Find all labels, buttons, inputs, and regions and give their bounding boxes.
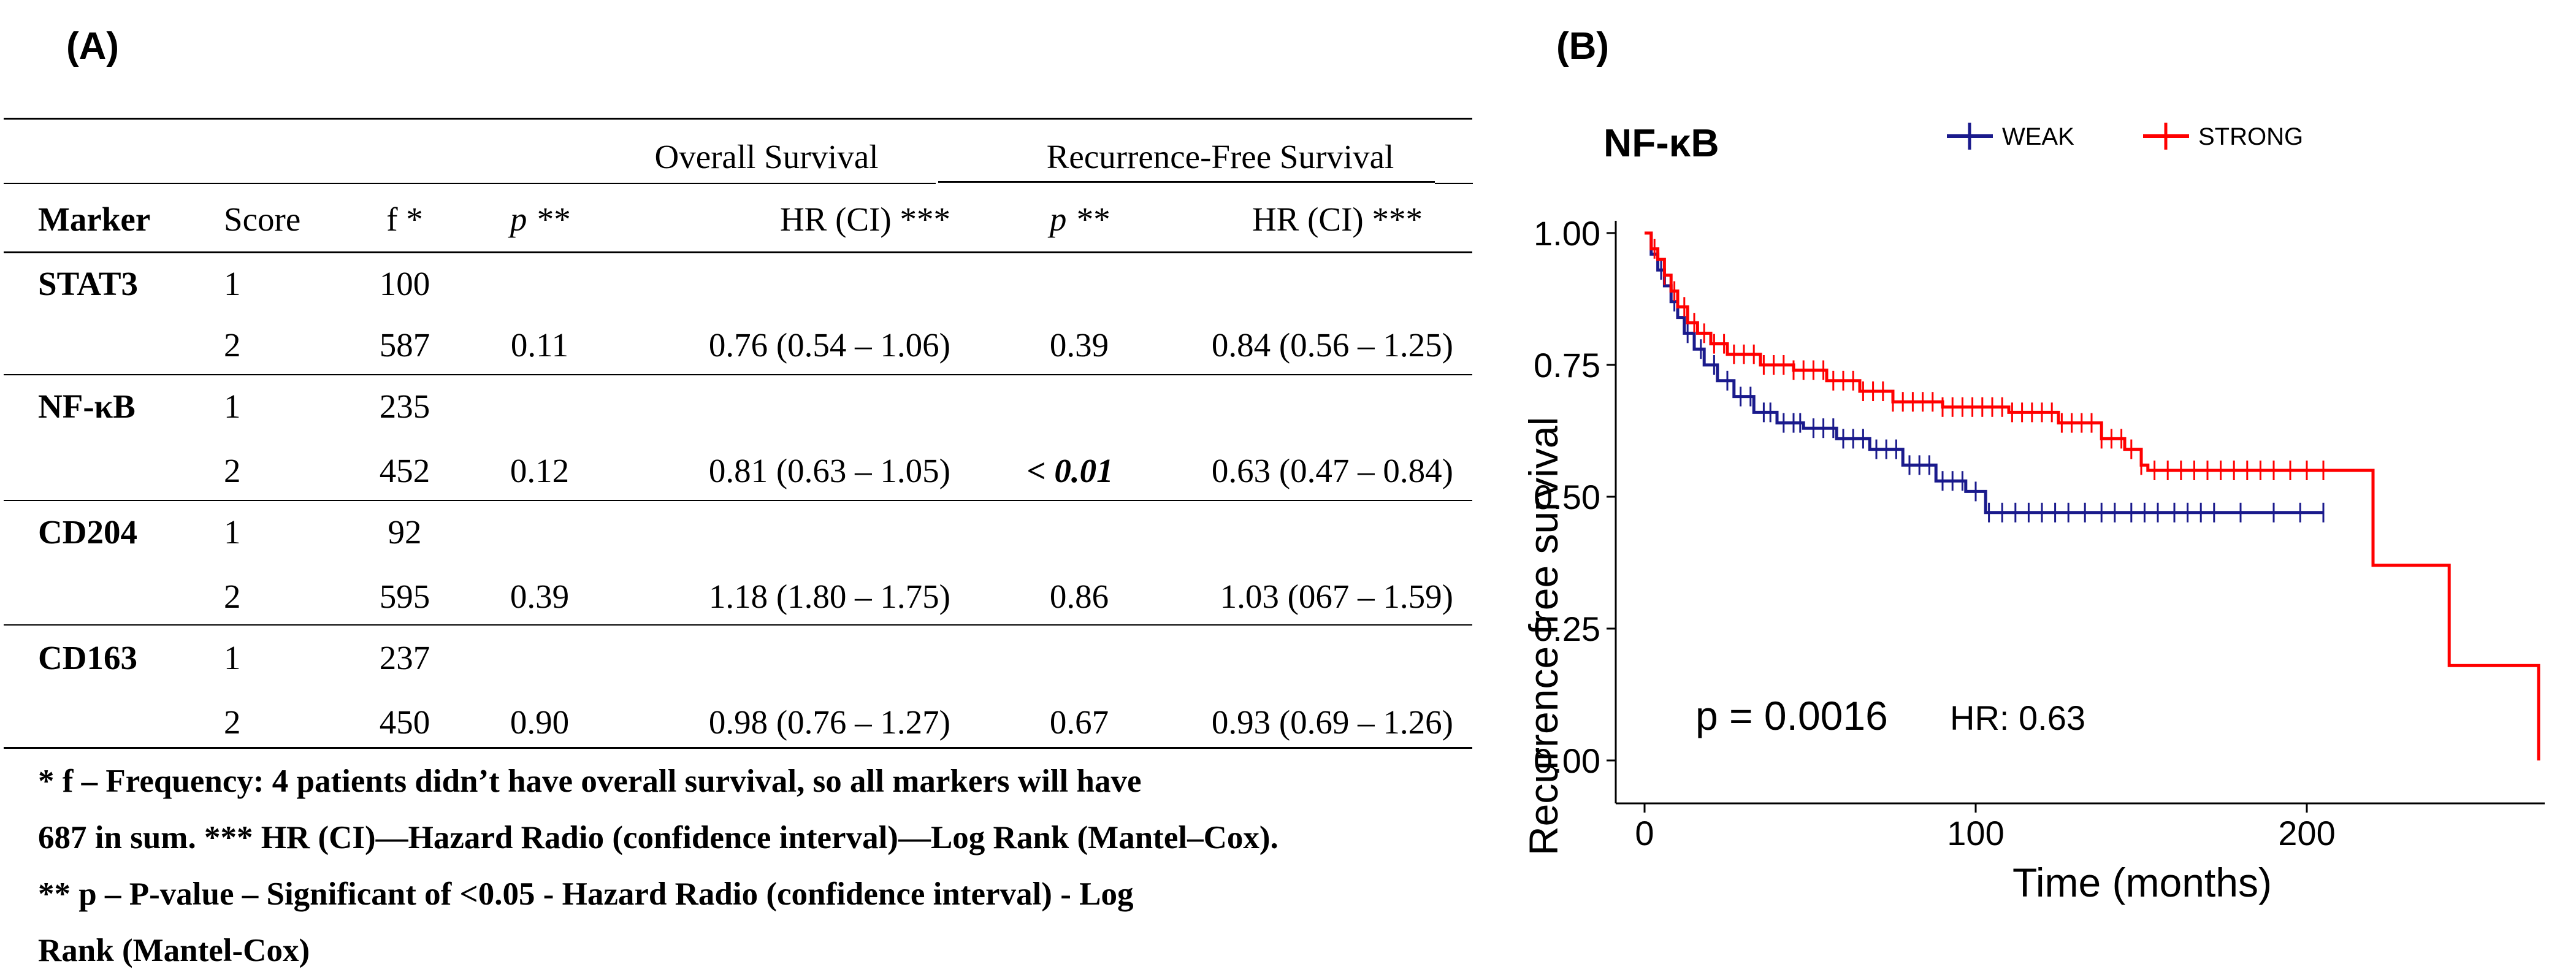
km-survival-chart: NF-κB WEAK STRONG 0.00 0.25 0.50 0.75 1.00 0… — [1521, 121, 2545, 905]
table-cell: 2 — [224, 703, 241, 741]
col-header-marker: Marker — [38, 201, 151, 238]
y-tick-label: 0.00 — [1534, 741, 1600, 780]
hr-annotation: HR: 0.63 — [1950, 699, 2085, 737]
footnote-line: 687 in sum. *** HR (CI)—Hazard Radio (co… — [38, 820, 1278, 856]
marker-cd204: CD204 — [38, 513, 137, 551]
p-value-annotation: p = 0.0016 — [1695, 693, 1888, 738]
footnote-line: ** p – P-value – Significant of <0.05 - … — [38, 876, 1134, 912]
marker-cd163: CD163 — [38, 639, 137, 676]
row-rule — [4, 500, 1472, 501]
row-rule — [4, 624, 1472, 626]
x-tick-label: 0 — [1635, 814, 1654, 852]
table-cell: 1 — [224, 513, 241, 551]
table-cell: 0.84 (0.56 – 1.25) — [1211, 326, 1453, 364]
header-upper-rule-left — [4, 183, 936, 184]
y-axis-ticks: 0.00 0.25 0.50 0.75 1.00 — [1534, 214, 1616, 780]
table-cell: 450 — [379, 703, 430, 741]
header-rule — [4, 251, 1472, 253]
table-cell: 0.76 (0.54 – 1.06) — [708, 326, 950, 364]
table-cell: 0.39 — [510, 578, 570, 615]
table-cell: 595 — [379, 578, 430, 615]
table-cell: 100 — [379, 265, 430, 302]
table-cell: 1 — [224, 639, 241, 676]
row-rule — [4, 374, 1472, 375]
footnote-line: Rank (Mantel-Cox) — [38, 933, 310, 968]
legend-weak-label: WEAK — [2002, 123, 2074, 150]
table-cell: 0.81 (0.63 – 1.05) — [708, 452, 950, 489]
os-group-header: Overall Survival — [654, 138, 879, 175]
x-axis-label: Time (months) — [2012, 860, 2272, 905]
header-upper-rule-right — [1435, 183, 1473, 184]
x-tick-label: 200 — [2278, 814, 2335, 852]
table-cell: 237 — [379, 639, 430, 676]
legend-strong-label: STRONG — [2198, 123, 2303, 150]
y-tick-label: 1.00 — [1534, 214, 1600, 253]
marker-nfkb: NF-κB — [38, 388, 136, 425]
table-cell: 0.86 — [1049, 578, 1109, 615]
footnote-line: * f – Frequency: 4 patients didn’t have … — [38, 764, 1142, 799]
col-header-rfs-hr: HR (CI) *** — [1252, 201, 1423, 238]
table-bottom-rule — [4, 747, 1472, 749]
col-header-f: f * — [386, 201, 423, 238]
table-cell: 0.98 (0.76 – 1.27) — [708, 703, 950, 741]
rfs-group-header: Recurrence-Free Survival — [1046, 138, 1394, 175]
table-cell: 0.11 — [510, 326, 569, 364]
chart-series — [1645, 231, 2540, 760]
table-cell: 0.39 — [1049, 326, 1109, 364]
table-cell: 1.18 (1.80 – 1.75) — [708, 578, 950, 615]
chart-title: NF-κB — [1603, 121, 1719, 165]
col-header-os-p: p ** — [510, 201, 570, 238]
table-cell: 0.12 — [510, 452, 570, 489]
table-cell-significant: < 0.01 — [1026, 452, 1114, 489]
x-tick-label: 100 — [1947, 814, 2004, 852]
table-cell: 1 — [224, 388, 241, 425]
panel-b-label: (B) — [1556, 25, 1610, 67]
col-header-rfs-p: p ** — [1049, 201, 1109, 238]
table-cell: 0.90 — [510, 703, 570, 741]
series-line-strong — [1645, 231, 2540, 760]
table-cell: 2 — [224, 578, 241, 615]
table-cell: 587 — [379, 326, 430, 364]
table-cell: 1.03 (067 – 1.59) — [1220, 578, 1453, 615]
table-cell: 235 — [379, 388, 430, 425]
y-tick-label: 0.25 — [1534, 610, 1600, 648]
col-header-os-hr: HR (CI) *** — [779, 201, 950, 238]
table-cell: 0.63 (0.47 – 0.84) — [1211, 452, 1453, 489]
col-header-score: Score — [224, 201, 301, 238]
y-tick-label: 0.75 — [1534, 346, 1600, 385]
table-top-rule — [4, 118, 1472, 120]
chart-legend: WEAK STRONG — [1947, 123, 2303, 150]
marker-stat3: STAT3 — [38, 265, 139, 302]
rfs-group-rule — [938, 181, 1435, 183]
y-axis-label: Recurrence free survival — [1521, 417, 1566, 856]
table-cell: 92 — [388, 513, 422, 551]
y-tick-label: 0.50 — [1534, 478, 1600, 516]
table-cell: 0.67 — [1049, 703, 1109, 741]
x-axis-ticks: 0 100 200 — [1635, 803, 2336, 852]
table-cell: 2 — [224, 452, 241, 489]
table-cell: 0.93 (0.69 – 1.26) — [1211, 703, 1453, 741]
table-cell: 1 — [224, 265, 241, 302]
panel-a-label: (A) — [66, 25, 120, 67]
table-cell: 2 — [224, 326, 241, 364]
table-cell: 452 — [379, 452, 430, 489]
